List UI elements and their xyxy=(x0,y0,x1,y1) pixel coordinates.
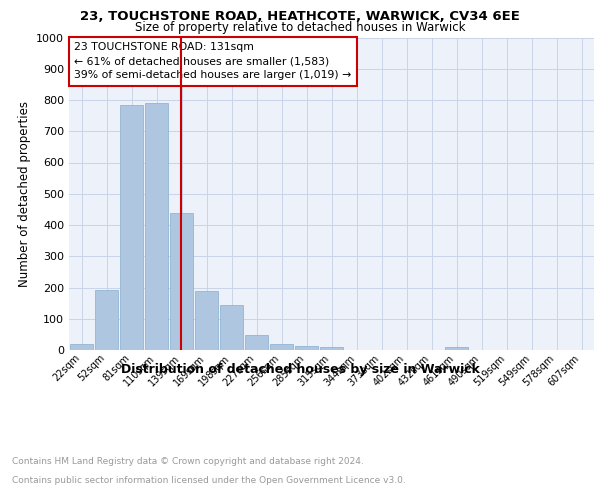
Bar xyxy=(145,103,169,350)
Bar xyxy=(70,344,94,350)
Y-axis label: Number of detached properties: Number of detached properties xyxy=(17,101,31,287)
Bar xyxy=(445,347,469,350)
Text: Contains public sector information licensed under the Open Government Licence v3: Contains public sector information licen… xyxy=(12,476,406,485)
Bar xyxy=(170,214,193,350)
Bar xyxy=(269,344,293,350)
Text: Distribution of detached houses by size in Warwick: Distribution of detached houses by size … xyxy=(121,362,479,376)
Text: Size of property relative to detached houses in Warwick: Size of property relative to detached ho… xyxy=(135,21,465,34)
Bar xyxy=(194,290,218,350)
Text: Contains HM Land Registry data © Crown copyright and database right 2024.: Contains HM Land Registry data © Crown c… xyxy=(12,458,364,466)
Bar xyxy=(295,346,319,350)
Bar xyxy=(245,335,268,350)
Bar xyxy=(220,306,244,350)
Text: 23, TOUCHSTONE ROAD, HEATHCOTE, WARWICK, CV34 6EE: 23, TOUCHSTONE ROAD, HEATHCOTE, WARWICK,… xyxy=(80,10,520,23)
Text: 23 TOUCHSTONE ROAD: 131sqm
← 61% of detached houses are smaller (1,583)
39% of s: 23 TOUCHSTONE ROAD: 131sqm ← 61% of deta… xyxy=(74,42,352,80)
Bar xyxy=(95,290,118,350)
Bar xyxy=(119,106,143,350)
Bar xyxy=(320,347,343,350)
